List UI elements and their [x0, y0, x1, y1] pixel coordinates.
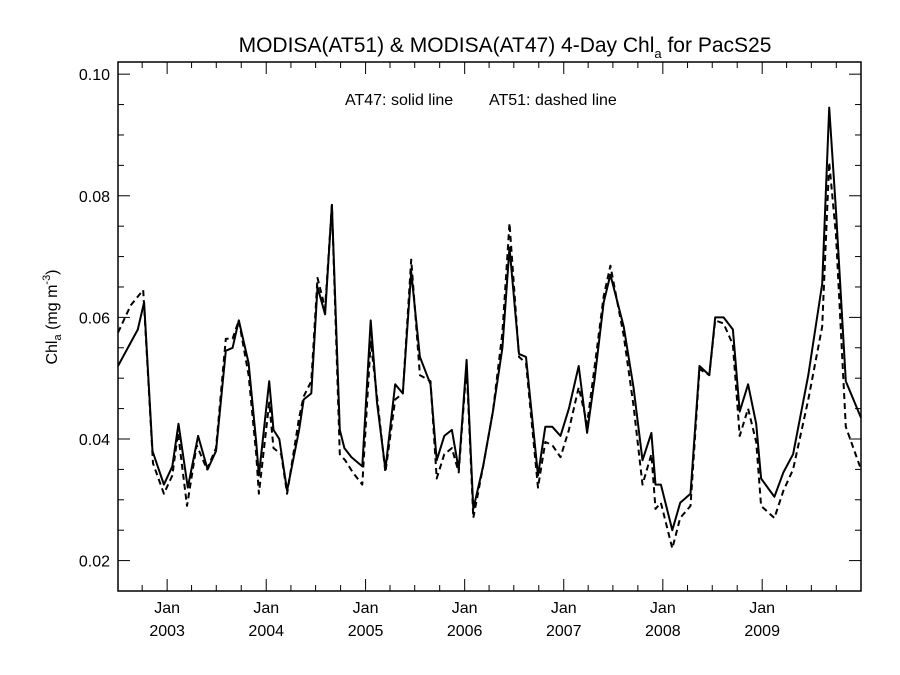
- y-axis-label: Chla (mg m-3): [41, 269, 64, 364]
- x-tick-label-month: Jan: [353, 600, 379, 617]
- series-layer: [117, 106, 862, 550]
- x-tick-label-year: 2007: [546, 623, 582, 640]
- y-tick-label: 0.08: [79, 189, 110, 206]
- axis-ticks: 0.02 0.04 0.06 0.08 0.10 Jan 2003 Jan 2004 Jan 200…: [79, 62, 861, 640]
- plot-frame: [117, 61, 862, 592]
- x-tick-label-year: 2005: [348, 623, 384, 640]
- x-tick-label-year: 2009: [744, 623, 780, 640]
- series-line-at47: [117, 106, 862, 532]
- y-tick-label: 0.06: [79, 310, 110, 327]
- annotation-solid-line: AT47: solid line: [345, 92, 453, 109]
- x-tick-label-year: 2004: [248, 623, 284, 640]
- series-line-at51: [117, 161, 862, 550]
- x-tick-label-month: Jan: [452, 600, 478, 617]
- y-tick-label: 0.04: [79, 432, 110, 449]
- x-tick-label-month: Jan: [551, 600, 577, 617]
- x-tick-label-year: 2006: [447, 623, 483, 640]
- y-tick-label: 0.02: [79, 554, 110, 571]
- x-tick-label-month: Jan: [749, 600, 775, 617]
- x-tick-label-year: 2008: [645, 623, 681, 640]
- annotation-dashed-line: AT51: dashed line: [489, 92, 617, 109]
- x-tick-label-month: Jan: [154, 600, 180, 617]
- chart-title: MODISA(AT51) & MODISA(AT47) 4-Day Chla f…: [239, 34, 772, 61]
- y-tick-label: 0.10: [79, 67, 110, 84]
- x-tick-label-month: Jan: [650, 600, 676, 617]
- x-tick-label-month: Jan: [253, 600, 279, 617]
- x-tick-label-year: 2003: [149, 623, 185, 640]
